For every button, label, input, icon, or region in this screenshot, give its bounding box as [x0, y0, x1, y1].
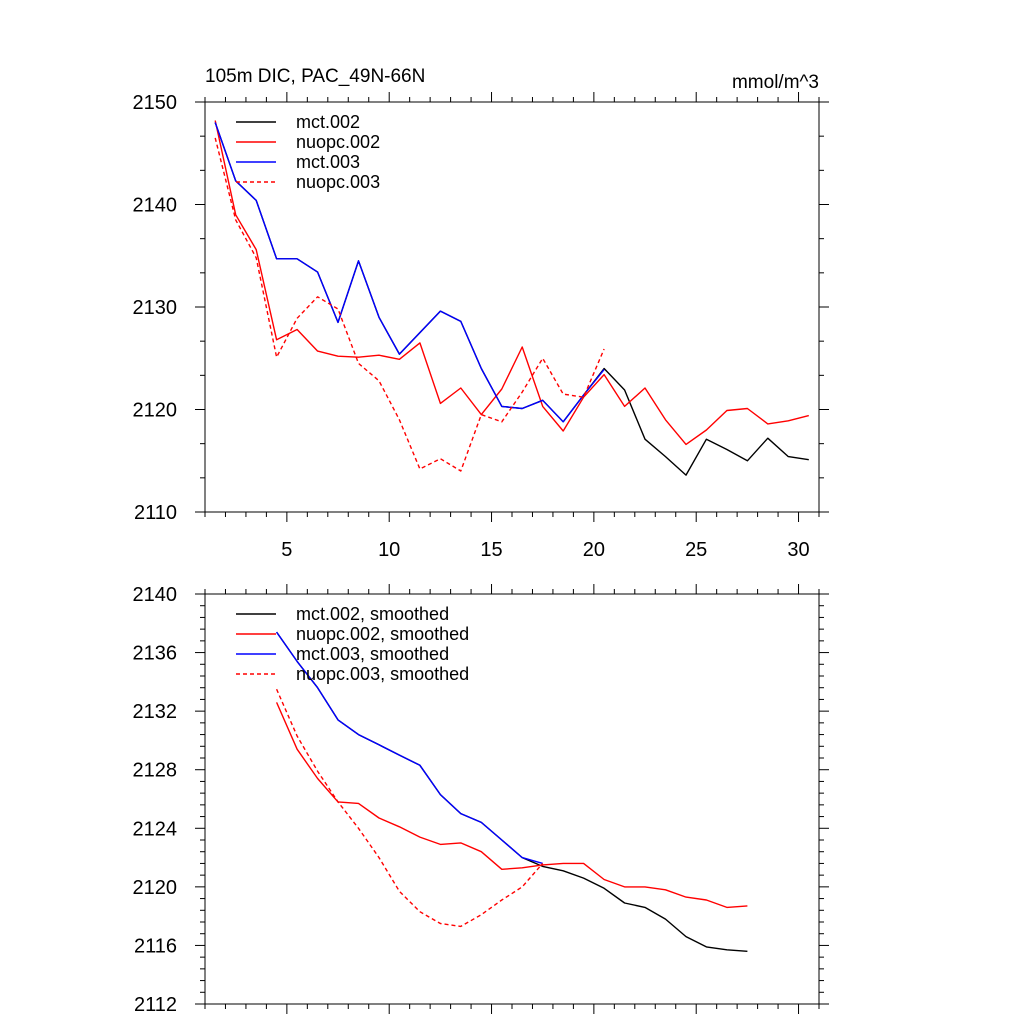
legend-label: nuopc.003, smoothed [296, 664, 469, 684]
legend-label: nuopc.003 [296, 172, 380, 192]
x-tick-label: 10 [378, 539, 400, 561]
legend-label: nuopc.002, smoothed [296, 624, 469, 644]
series-line-3 [214, 122, 605, 423]
y-tick-label: 2120 [133, 400, 178, 422]
legend-label: mct.003 [296, 152, 360, 172]
series-line-4 [214, 137, 605, 472]
y-tick-label: 2130 [133, 297, 178, 319]
y-tick-label: 2124 [133, 818, 178, 840]
x-tick-label: 20 [583, 539, 605, 561]
y-tick-label: 2136 [133, 643, 178, 665]
chart-units: mmol/m^3 [732, 72, 819, 93]
x-tick-label: 25 [685, 539, 707, 561]
y-tick-label: 2120 [133, 877, 178, 899]
series-line-3 [276, 631, 543, 865]
y-tick-label: 2112 [134, 994, 177, 1016]
series-line-2 [275, 702, 748, 909]
chart-panel-2: 2112 2116 2120 2124 2128 2132 2136 2140 mct.002,… [133, 584, 829, 1016]
legend-label: mct.002, smoothed [296, 604, 449, 624]
chart-title: 105m DIC, PAC_49N-66N [205, 66, 425, 87]
series-line-2 [214, 120, 809, 446]
chart-panel-1: 5 10 15 20 25 30 2110 2120 2130 2140 2150 105m DIC,… [133, 66, 829, 561]
y-tick-label: 2140 [133, 584, 178, 606]
y-tick-label: 2150 [133, 92, 178, 114]
x-tick-label: 30 [787, 539, 809, 561]
y-tick-label: 2110 [134, 502, 177, 524]
y-tick-label: 2132 [133, 701, 178, 723]
y-tick-label: 2128 [133, 760, 178, 782]
series-line-4 [275, 688, 544, 928]
legend-label: nuopc.002 [296, 132, 380, 152]
x-tick-label: 15 [480, 539, 502, 561]
y-tick-label: 2116 [134, 935, 177, 957]
legend-label: mct.003, smoothed [296, 644, 449, 664]
x-tick-label: 5 [281, 539, 292, 561]
legend-label: mct.002 [296, 112, 360, 132]
y-tick-label: 2140 [133, 195, 178, 217]
